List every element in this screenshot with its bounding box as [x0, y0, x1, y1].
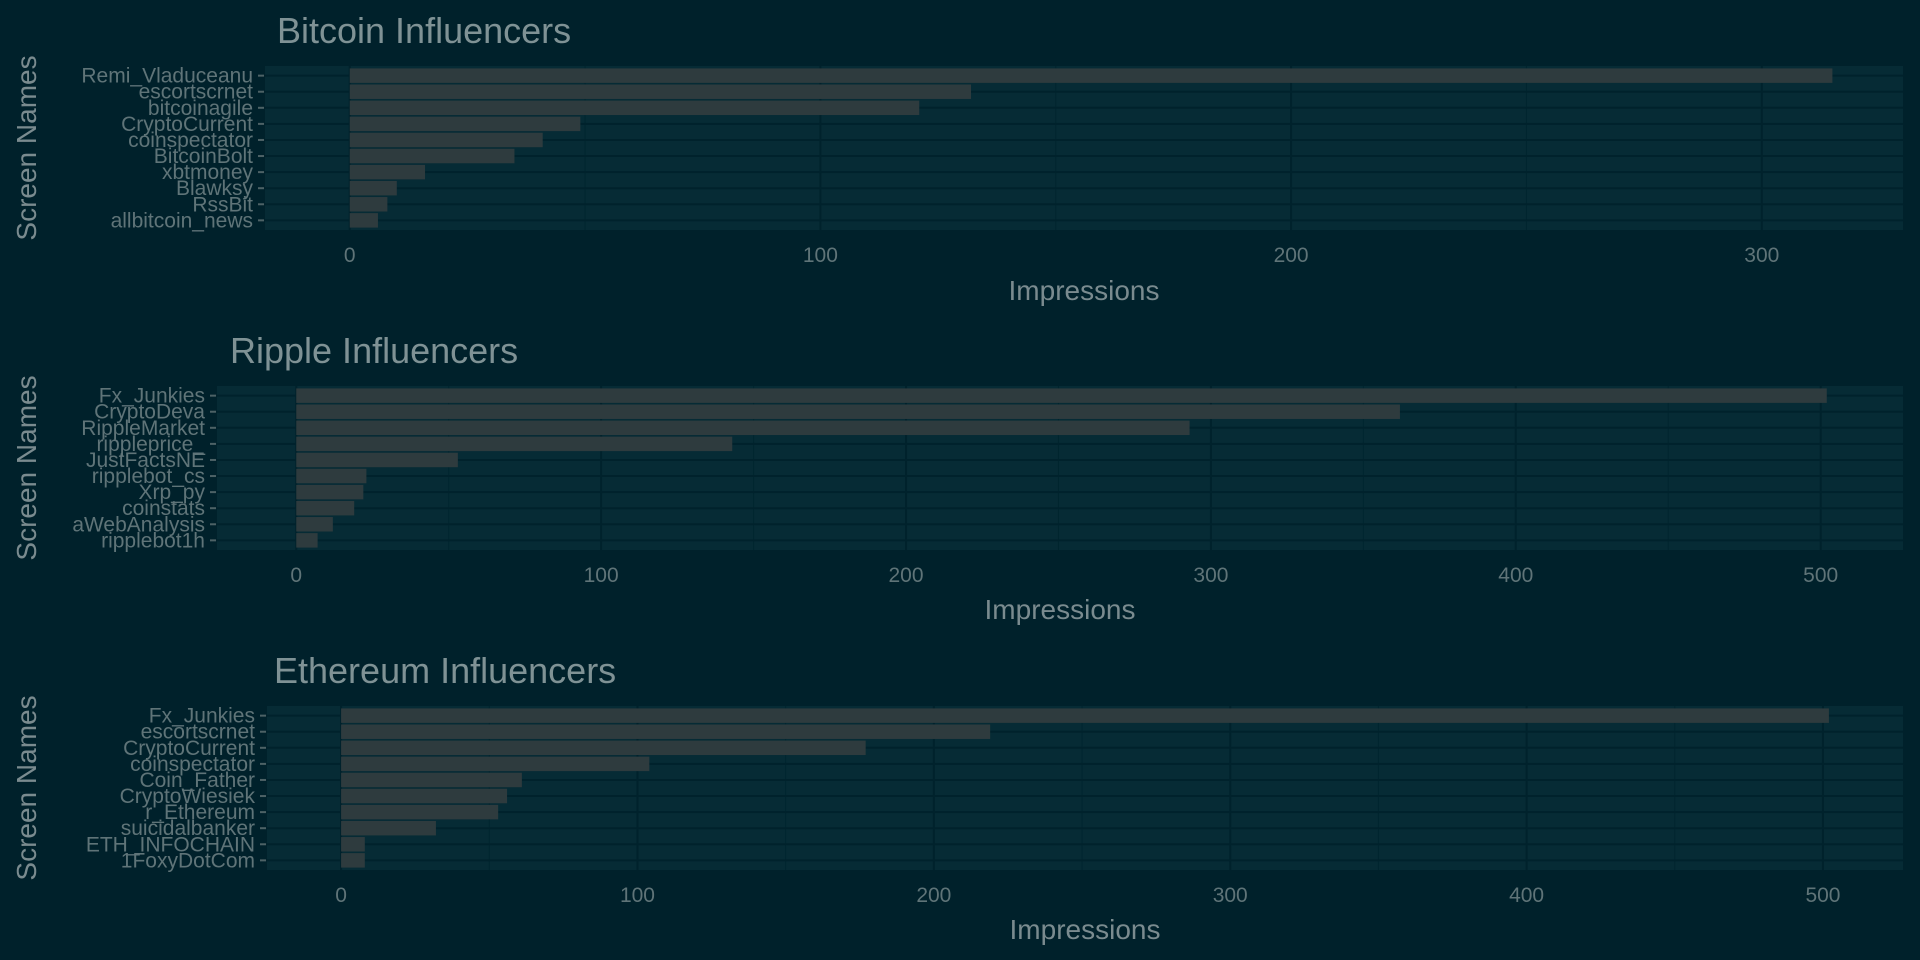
bar-aWebAnalysis [296, 517, 333, 532]
bar-escortscrnet [341, 724, 991, 739]
bar-bitcoinagile [349, 100, 920, 116]
x-axis-label: Impressions [1010, 914, 1161, 945]
chart-title: Ripple Influencers [230, 330, 518, 371]
chart-panel-2: Fx_JunkiesescortscrnetCryptoCurrentcoins… [11, 650, 1903, 945]
x-tick-label: 100 [803, 244, 838, 267]
chart-title: Bitcoin Influencers [277, 10, 571, 51]
x-tick-label: 200 [916, 884, 951, 907]
y-tick-label: CryptoDeva [94, 401, 205, 424]
y-tick-label: CryptoCurrent [123, 737, 255, 760]
bar-ripplebot_cs [296, 468, 367, 484]
y-tick-label: Coin_Father [139, 769, 255, 792]
y-tick-label: Blawksy [176, 177, 254, 200]
bar-1FoxyDotCom [341, 853, 365, 868]
chart-panel-1: Fx_JunkiesCryptoDevaRippleMarketripplepr… [11, 330, 1903, 625]
y-tick-label: RippleMarket [81, 417, 205, 440]
y-tick-label: Xrp_py [138, 481, 205, 504]
y-tick-label: ripplebot1h [101, 529, 205, 552]
x-tick-label: 100 [620, 884, 655, 907]
y-tick-label: Fx_Junkies [99, 385, 205, 408]
bar-Blawksy [349, 180, 397, 196]
x-tick-label: 300 [1213, 884, 1248, 907]
bar-CryptoWiesiek [341, 788, 508, 804]
x-tick-label: 500 [1805, 884, 1840, 907]
bar-suicidalbanker [341, 820, 436, 836]
bar-RippleMarket [296, 420, 1190, 436]
bar-coinspectator [341, 756, 650, 772]
y-axis-label: Screen Names [11, 55, 42, 240]
chart-panel-0: Remi_VladuceanuescortscrnetbitcoinagileC… [11, 10, 1903, 306]
bar-Remi_Vladuceanu [349, 68, 1833, 83]
x-tick-label: 500 [1803, 564, 1838, 587]
y-tick-label: suicidalbanker [121, 817, 255, 840]
bar-ETH_INFOCHAIN [341, 837, 365, 852]
chart-title: Ethereum Influencers [274, 650, 616, 691]
y-tick-label: xbtmoney [162, 161, 254, 184]
y-tick-label: CryptoCurrent [121, 113, 253, 136]
y-tick-label: coinstats [122, 497, 205, 520]
x-tick-label: 0 [290, 564, 302, 587]
y-tick-label: allbitcoin_news [111, 209, 253, 232]
bar-allbitcoin_news [349, 213, 378, 228]
bar-BitcoinBolt [349, 148, 515, 164]
bar-xbtmoney [349, 164, 426, 180]
y-tick-label: coinspectator [128, 129, 253, 152]
y-tick-label: r_Ethereum [145, 801, 255, 824]
bar-RssBit [349, 197, 388, 212]
bar-CryptoCurrent [349, 116, 581, 132]
bar-r_Ethereum [341, 804, 499, 820]
x-axis-label: Impressions [985, 594, 1136, 625]
y-tick-label: JustFactsNE [86, 449, 205, 472]
x-tick-label: 100 [584, 564, 619, 587]
bar-CryptoCurrent [341, 740, 866, 756]
x-tick-label: 200 [1274, 244, 1309, 267]
y-tick-label: Fx_Junkies [149, 705, 255, 728]
x-tick-label: 400 [1498, 564, 1533, 587]
bar-Xrp_py [296, 484, 364, 500]
y-tick-label: bitcoinagile [148, 97, 253, 120]
x-tick-label: 200 [889, 564, 924, 587]
x-tick-label: 0 [335, 884, 347, 907]
y-tick-label: rippleprice_ [96, 433, 205, 456]
x-tick-label: 400 [1509, 884, 1544, 907]
x-tick-label: 0 [344, 244, 356, 267]
y-tick-label: ETH_INFOCHAIN [86, 833, 255, 856]
y-tick-label: Remi_Vladuceanu [81, 65, 253, 88]
y-tick-label: escortscrnet [141, 721, 256, 744]
bar-Fx_Junkies [341, 708, 1829, 723]
bar-coinstats [296, 500, 355, 516]
bar-CryptoDeva [296, 404, 1400, 419]
x-tick-label: 300 [1744, 244, 1779, 267]
x-tick-label: 300 [1193, 564, 1228, 587]
y-tick-label: aWebAnalysis [72, 513, 205, 536]
y-axis-label: Screen Names [11, 375, 42, 560]
bar-Coin_Father [341, 772, 522, 788]
x-axis-label: Impressions [1009, 275, 1160, 306]
bar-rippleprice_ [296, 436, 733, 452]
y-tick-label: ripplebot_cs [92, 465, 205, 488]
bar-Fx_Junkies [296, 388, 1827, 403]
bar-coinspectator [349, 132, 543, 148]
bar-JustFactsNE [296, 452, 458, 468]
y-tick-label: 1FoxyDotCom [121, 849, 255, 872]
y-tick-label: RssBit [192, 193, 253, 216]
bar-escortscrnet [349, 84, 972, 99]
y-tick-label: coinspectator [130, 753, 255, 776]
y-tick-label: escortscrnet [139, 81, 254, 104]
bar-ripplebot1h [296, 533, 318, 548]
y-axis-label: Screen Names [11, 695, 42, 880]
y-tick-label: CryptoWiesiek [120, 785, 256, 808]
y-tick-label: BitcoinBolt [154, 145, 253, 168]
